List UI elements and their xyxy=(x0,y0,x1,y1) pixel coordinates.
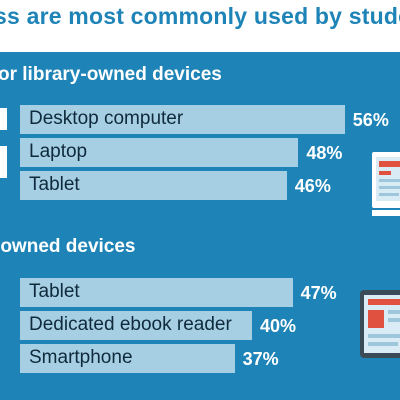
bar-label: Desktop computer xyxy=(29,108,184,129)
bar-value-label: 47% xyxy=(300,283,337,303)
bar-value-label: 40% xyxy=(260,316,297,336)
bar: Smartphone xyxy=(20,344,235,373)
bar-value-label: 37% xyxy=(242,349,279,369)
bar-value-label: 48% xyxy=(306,143,343,163)
bar-label: Laptop xyxy=(29,141,88,162)
bar-value-label: 56% xyxy=(352,110,389,130)
edge-decoration xyxy=(0,146,7,178)
tablet-icon xyxy=(360,290,400,358)
section-title-personally-owned: -owned devices xyxy=(0,236,136,257)
bar: Dedicated ebook reader xyxy=(20,311,252,340)
edge-decoration xyxy=(0,108,7,130)
section-title-library-owned: or library-owned devices xyxy=(0,64,222,85)
bar-label: Tablet xyxy=(29,174,80,195)
laptop-icon xyxy=(372,152,400,216)
bar: Laptop xyxy=(20,138,299,167)
bar: Desktop computer xyxy=(20,105,345,134)
bar: Tablet xyxy=(20,171,287,200)
bar-label: Dedicated ebook reader xyxy=(29,314,232,335)
title-bar: ss are most commonly used by students to… xyxy=(0,0,400,52)
bar: Tablet xyxy=(20,278,293,307)
bar-label: Smartphone xyxy=(29,347,133,368)
chart-title: ss are most commonly used by students to… xyxy=(0,3,400,29)
bar-label: Tablet xyxy=(29,281,80,302)
bar-value-label: 46% xyxy=(294,176,331,196)
